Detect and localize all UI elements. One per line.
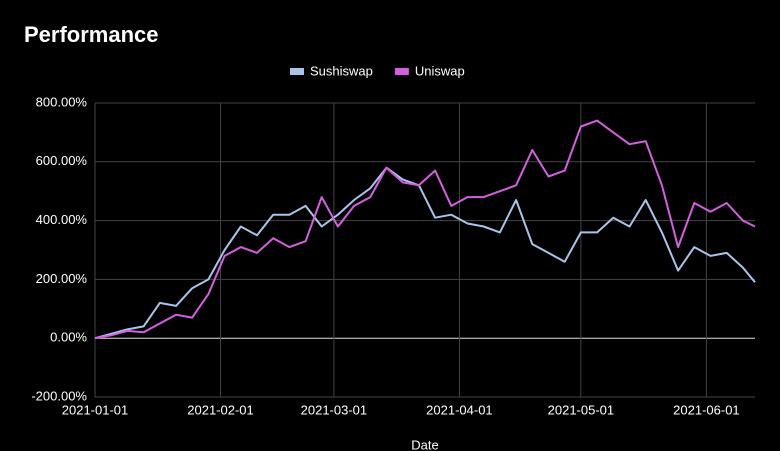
y-tick-label: 0.00% xyxy=(50,330,87,345)
x-tick-label: 2021-04-01 xyxy=(426,402,493,417)
x-tick-label: 2021-03-01 xyxy=(301,402,368,417)
series-line xyxy=(94,166,756,340)
y-tick-label: 800.00% xyxy=(36,94,88,109)
y-tick-label: 600.00% xyxy=(36,153,88,168)
legend-swatch xyxy=(394,68,409,75)
series-line xyxy=(94,119,756,340)
y-tick-label: 400.00% xyxy=(36,212,88,227)
legend-label: Sushiswap xyxy=(310,63,373,78)
chart-title: Performance xyxy=(24,22,159,47)
legend-swatch xyxy=(290,68,304,75)
legend-label: Uniswap xyxy=(415,63,465,78)
x-tick-label: 2021-06-01 xyxy=(673,402,740,417)
y-tick-label: 200.00% xyxy=(36,271,88,286)
x-tick-label: 2021-05-01 xyxy=(548,402,615,417)
x-tick-label: 2021-01-01 xyxy=(62,402,129,417)
x-tick-label: 2021-02-01 xyxy=(187,402,254,417)
x-axis-label: Date xyxy=(411,437,438,451)
y-tick-label: -200.00% xyxy=(31,388,87,403)
